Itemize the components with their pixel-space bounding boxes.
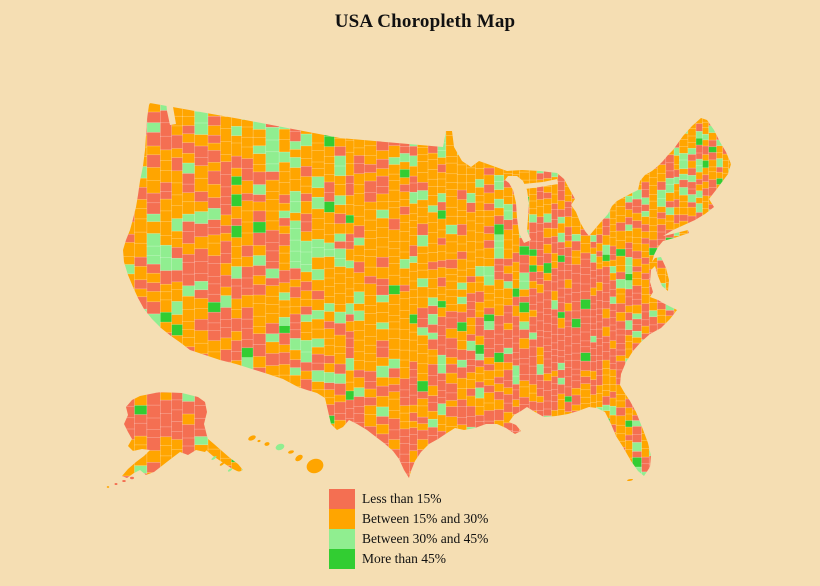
legend-label: More than 45%: [362, 551, 446, 566]
legend: Less than 15% Between 15% and 30% Betwee…: [329, 489, 488, 569]
legend-swatch-more-45: [329, 549, 355, 569]
legend-item: Between 30% and 45%: [329, 529, 488, 549]
legend-label: Between 30% and 45%: [362, 531, 489, 546]
legend-label: Between 15% and 30%: [362, 511, 489, 526]
legend-swatch-30-45: [329, 529, 355, 549]
legend-label: Less than 15%: [362, 491, 442, 506]
legend-swatch-less-15: [329, 489, 355, 509]
legend-swatch-15-30: [329, 509, 355, 529]
legend-item: Less than 15%: [329, 489, 488, 509]
legend-item: Between 15% and 30%: [329, 509, 488, 529]
page-title: USA Choropleth Map: [334, 11, 516, 32]
legend-item: More than 45%: [329, 549, 488, 569]
